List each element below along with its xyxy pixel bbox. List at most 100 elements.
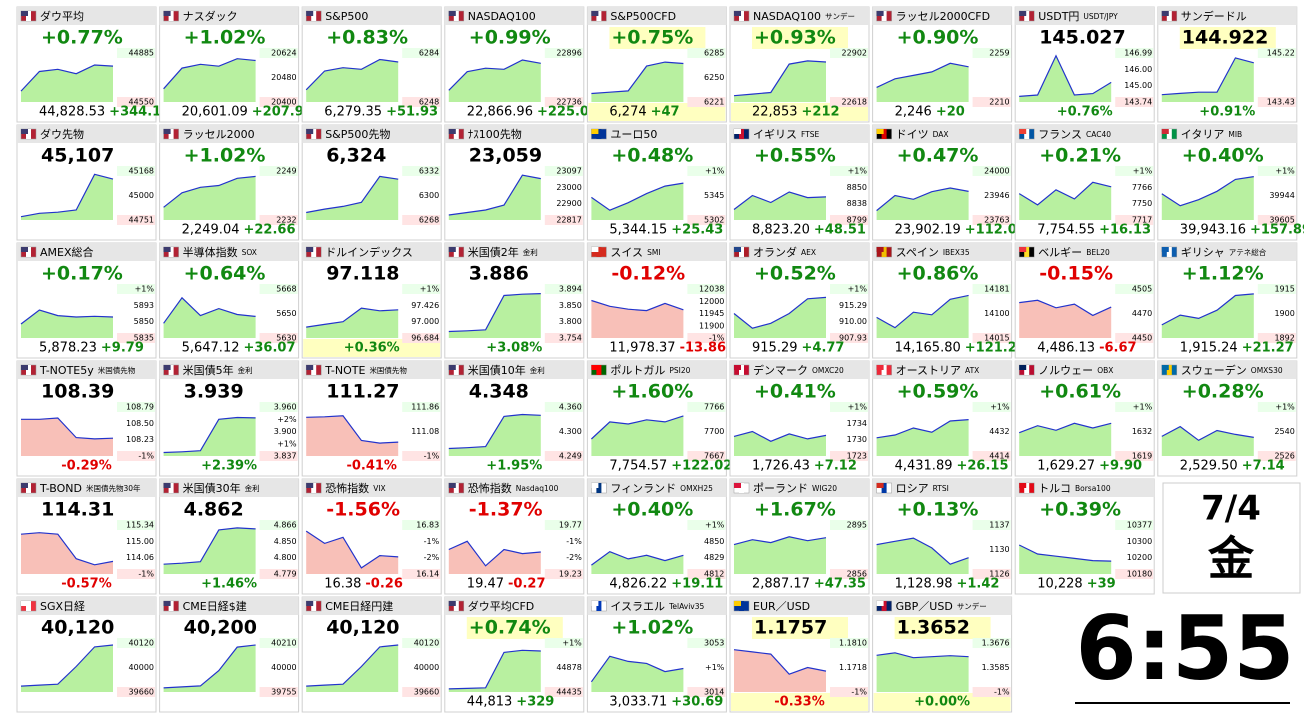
tile-name: スイス	[610, 246, 643, 259]
tile-name: ラッセル2000CFD	[896, 10, 990, 23]
change: +2.39%	[201, 459, 257, 474]
spark-line	[448, 540, 541, 567]
price: 915.29	[752, 341, 798, 356]
tile-header	[159, 479, 299, 497]
axis-label: 114.06	[126, 553, 154, 562]
weekday: 金	[1207, 532, 1255, 586]
flag	[1161, 11, 1169, 16]
spark-area	[876, 538, 969, 574]
label-bg	[687, 451, 726, 461]
spark-line	[448, 413, 541, 450]
axis-label: 4505	[1132, 285, 1152, 294]
spark-area	[591, 300, 684, 338]
price: 20,601.09	[182, 105, 248, 120]
flag	[1024, 483, 1030, 493]
axis-label: 22736	[556, 98, 581, 107]
spark-line	[876, 537, 969, 565]
label-bg	[402, 215, 441, 225]
flag	[1019, 11, 1027, 16]
label-bg	[544, 284, 583, 294]
flag	[168, 483, 174, 493]
flag	[1024, 11, 1030, 21]
tile-sub: CAC40	[1086, 130, 1111, 139]
spark-line	[21, 417, 114, 440]
axis-label: 3.894	[559, 285, 582, 294]
price: 5,878.23	[39, 341, 97, 356]
headline: -1.37%	[469, 499, 543, 521]
label-bg	[1257, 166, 1296, 176]
change: +36.07	[243, 341, 295, 356]
flag	[1161, 247, 1169, 252]
label-bg	[830, 284, 868, 294]
label-bg	[1115, 215, 1154, 225]
axis-label: 146.00	[1124, 65, 1152, 74]
flag	[876, 11, 884, 16]
spark-line	[591, 61, 684, 95]
headline: 144.922	[1182, 27, 1269, 49]
axis-label: +1%	[848, 285, 868, 294]
flag	[876, 129, 884, 134]
spark-area	[448, 414, 541, 456]
price: 5,344.15	[609, 223, 667, 238]
tile-sub: BEL20	[1086, 248, 1110, 257]
spark-area	[1161, 293, 1254, 338]
spark-line	[20, 173, 114, 218]
headline: +0.21%	[1039, 145, 1121, 167]
spark-area	[163, 645, 256, 692]
tile-header	[872, 125, 1012, 143]
tile-name: CME日経$建	[183, 599, 247, 613]
spark-area	[163, 176, 256, 220]
flag	[306, 11, 314, 16]
change: +22.66	[243, 223, 295, 238]
tile-name: サンデードル	[1181, 9, 1247, 23]
tile-header	[1015, 7, 1155, 25]
axis-label: 146.99	[1124, 49, 1152, 58]
spark-area	[1161, 176, 1254, 220]
axis-label: +1%	[277, 439, 297, 448]
tile-header	[730, 125, 869, 143]
axis-label: 1892	[1274, 334, 1294, 343]
tile-name: ドイツ	[896, 128, 929, 141]
spark-area	[876, 295, 969, 338]
tile-name: ロシア	[896, 482, 929, 495]
date: 7/4	[1201, 489, 1261, 529]
tile-name: ポルトガル	[610, 364, 665, 377]
axis-label: 4812	[704, 570, 724, 579]
spark-area	[163, 58, 256, 102]
tile-header	[587, 479, 727, 497]
axis-label: 39605	[1269, 216, 1294, 225]
tile-name: ポーランド	[753, 482, 808, 495]
axis-label: 7750	[1132, 199, 1152, 208]
spark-line	[20, 644, 114, 687]
change: +48.51	[814, 223, 866, 238]
change: +329	[516, 695, 554, 710]
axis-label: 1619	[1132, 452, 1152, 461]
axis-label: 14100	[984, 309, 1009, 318]
change: +212	[802, 105, 840, 120]
tile-name: EUR／USD	[753, 600, 810, 613]
axis-label: +1%	[705, 521, 725, 530]
label-bg	[1115, 520, 1154, 530]
tile-name: T-NOTE	[324, 364, 365, 377]
price: 8,823.20	[752, 223, 810, 238]
label-bg	[830, 97, 868, 107]
highlight	[894, 617, 991, 639]
axis-label: 7667	[704, 452, 724, 461]
flag	[168, 601, 174, 611]
price: 4,486.13	[1037, 341, 1095, 356]
flag	[734, 601, 741, 606]
price: 44,828.53	[39, 105, 105, 120]
tile-sub: MIB	[1228, 130, 1242, 139]
headline: -0.15%	[1039, 263, 1113, 285]
tile-header	[159, 243, 299, 261]
axis-label: 1723	[847, 452, 867, 461]
tile-name: フィンランド	[610, 482, 676, 495]
axis-label: 4.800	[274, 553, 297, 562]
headline: +0.77%	[41, 27, 123, 49]
flag	[881, 483, 887, 493]
flag	[26, 483, 31, 493]
tile-name: イタリア	[1181, 128, 1225, 141]
axis-label: 40000	[129, 663, 154, 672]
axis-label: +1%	[705, 663, 725, 672]
axis-label: 6268	[419, 216, 439, 225]
